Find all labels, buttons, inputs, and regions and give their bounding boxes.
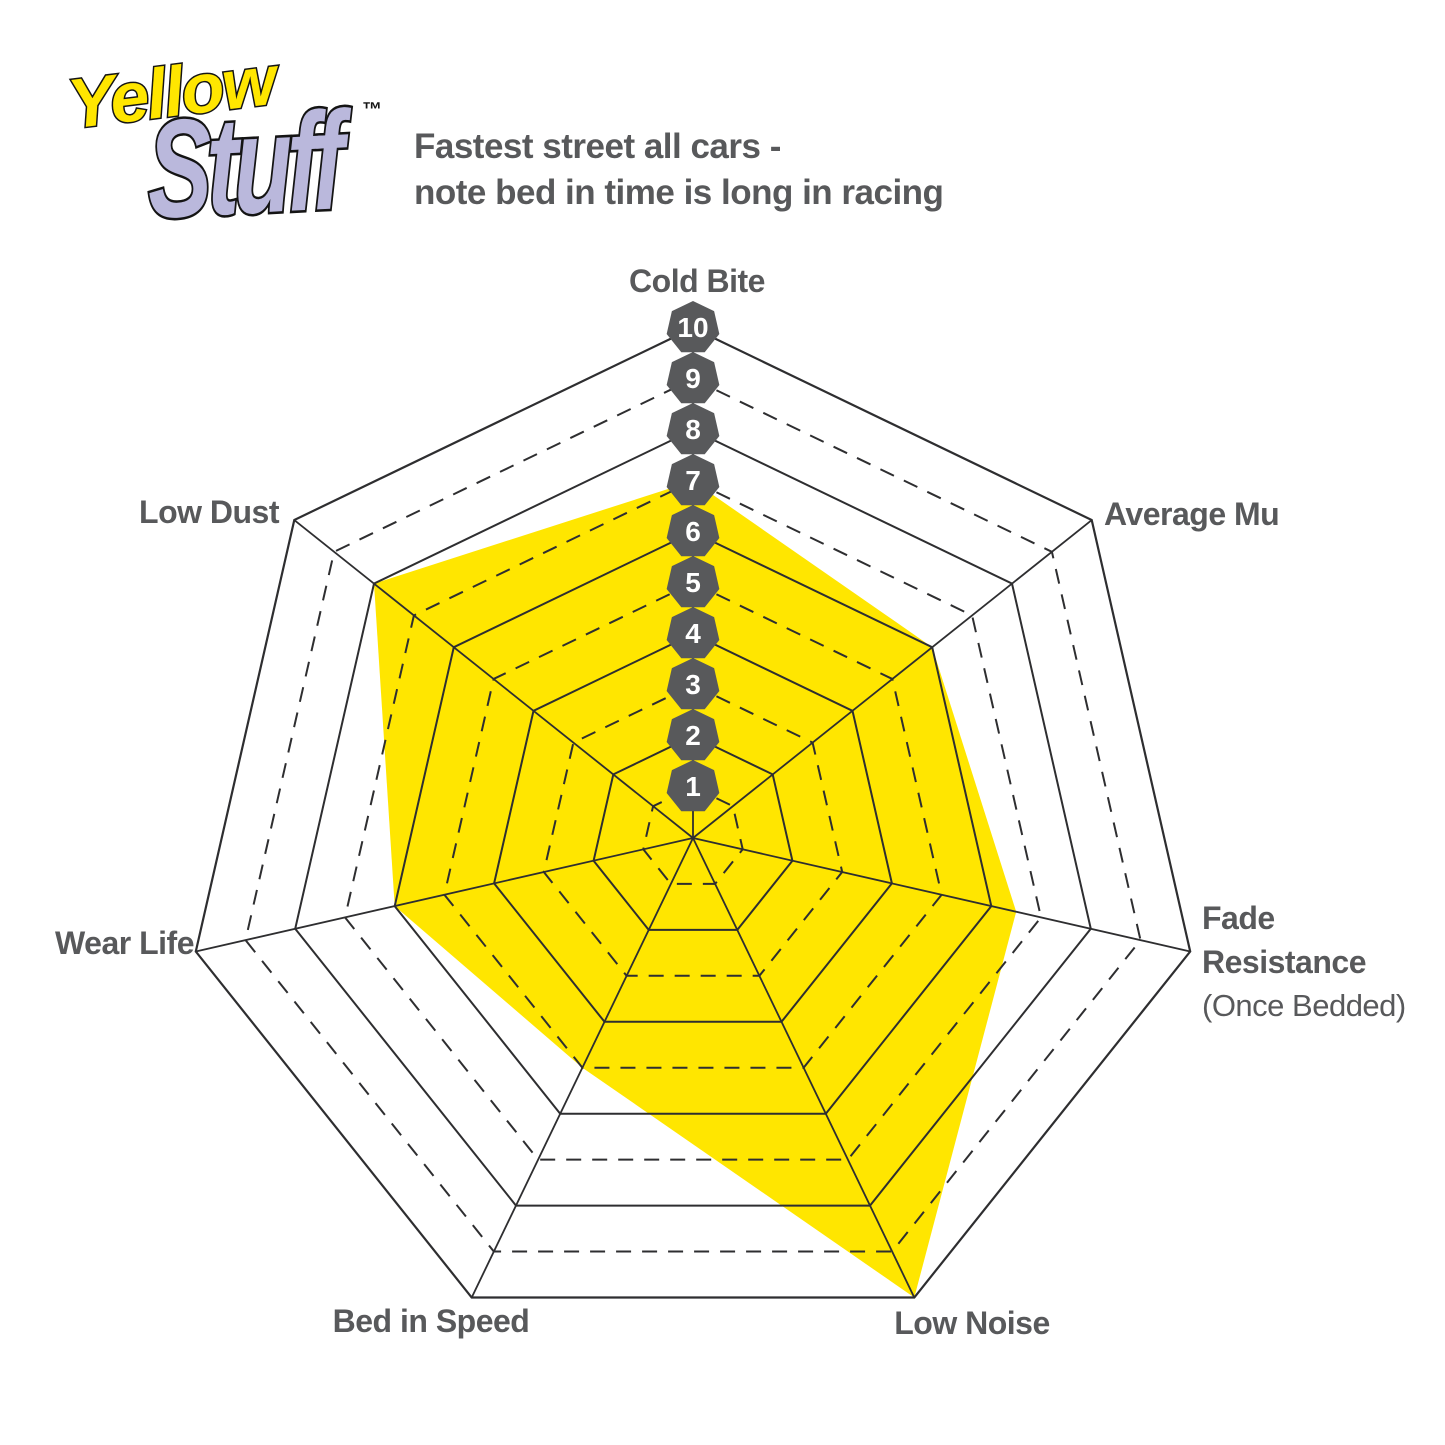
axis-spoke-5 (195, 837, 694, 953)
scale-badge-5: 5 (666, 556, 720, 608)
trademark-symbol: ™ (362, 99, 382, 121)
scale-badge-7: 7 (666, 454, 720, 506)
grid-ring-8 (294, 428, 1092, 1207)
axis-spoke-4 (470, 837, 694, 1298)
grid-ring-4 (493, 632, 893, 1023)
grid-ring-2 (592, 734, 794, 931)
scale-badge-9: 9 (666, 352, 720, 404)
scale-badge-8: 8 (666, 403, 720, 455)
grid-ring-6 (393, 530, 993, 1115)
fade-label-line1: Fade (1202, 900, 1275, 936)
fade-label-subnote: (Once Bedded) (1202, 988, 1406, 1023)
axis-label-wear-life: Wear Life (55, 925, 194, 962)
axis-spoke-1 (692, 519, 1093, 839)
chart-subtitle-line1: Fastest street all cars - (414, 127, 781, 166)
scale-badge-4: 4 (666, 607, 720, 659)
axis-label-low-dust: Low Dust (139, 494, 279, 531)
axis-label-cold-bite: Cold Bite (629, 263, 765, 300)
scale-badge-2: 2 (666, 709, 720, 761)
axis-spoke-3 (692, 837, 916, 1298)
scale-badge-10: 10 (666, 301, 720, 353)
series-polygon (374, 481, 1017, 1298)
axis-label-bed-in-speed: Bed in Speed (332, 1303, 530, 1340)
axis-label-fade-resistance: Fade Resistance (Once Bedded) (1202, 896, 1406, 1028)
grid-ring-7 (343, 479, 1043, 1161)
grid-ring-10 (194, 326, 1192, 1299)
axis-label-low-noise: Low Noise (894, 1305, 1050, 1342)
fade-label-line2: Resistance (1202, 944, 1366, 980)
brand-logo: Yellow Stuff ™ (0, 0, 420, 260)
chart-subtitle: Fastest street all cars - note bed in ti… (414, 124, 944, 216)
scale-badge-1: 1 (666, 760, 720, 812)
scale-badge-3: 3 (666, 658, 720, 710)
axis-label-average-mu: Average Mu (1104, 496, 1280, 533)
grid-ring-9 (244, 377, 1142, 1253)
axis-spoke-2 (692, 837, 1191, 953)
chart-subtitle-line2: note bed in time is long in racing (414, 173, 944, 212)
scale-badge-6: 6 (666, 505, 720, 557)
axis-spoke-6 (293, 519, 694, 839)
